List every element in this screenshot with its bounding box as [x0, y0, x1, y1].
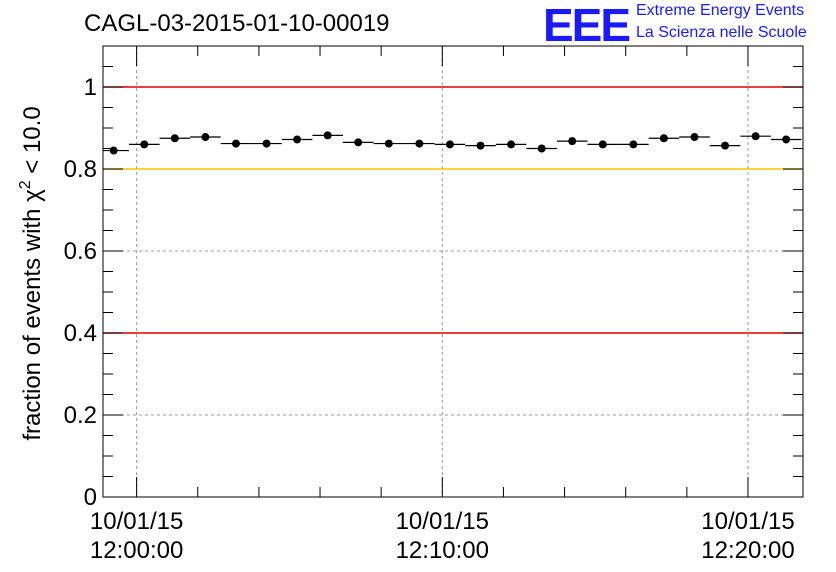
- logo-subtitle-2: La Scienza nelle Scuole: [636, 24, 807, 41]
- y-tick-label: 0.4: [64, 320, 97, 347]
- y-axis-label: fraction of events with χ2 < 10.0: [17, 106, 46, 440]
- y-tick-label: 1: [84, 74, 97, 101]
- x-tick-label-time: 12:10:00: [396, 537, 489, 564]
- data-point: [415, 139, 424, 148]
- axis-ticks: [103, 46, 803, 498]
- x-tick-label-time: 12:00:00: [90, 537, 183, 564]
- y-axis-label-threshold: < 10.0: [19, 106, 46, 180]
- data-point: [140, 140, 149, 149]
- logo-subtitle-1: Extreme Energy Events: [636, 2, 805, 19]
- x-tick-label-date: 10/01/15: [396, 508, 489, 535]
- data-point: [201, 133, 210, 142]
- data-series: [103, 131, 802, 155]
- data-point: [751, 132, 760, 141]
- grid-lines: [103, 46, 803, 497]
- data-point: [721, 141, 730, 150]
- data-point: [690, 133, 699, 142]
- eee-logo: EEE: [543, 0, 631, 51]
- y-axis-label-superscript: 2: [17, 180, 34, 189]
- data-point: [109, 146, 118, 155]
- data-point: [598, 140, 607, 149]
- data-point: [231, 139, 240, 148]
- data-point: [170, 134, 179, 143]
- x-tick-label-time: 12:20:00: [701, 537, 794, 564]
- y-tick-label: 0.2: [64, 402, 97, 429]
- chart-title: CAGL-03-2015-01-10-00019: [84, 10, 390, 37]
- data-point: [445, 140, 454, 149]
- y-tick-label: 0.6: [64, 238, 97, 265]
- plot-frame: [102, 45, 804, 498]
- y-axis-label-main: fraction of events with χ: [19, 189, 46, 441]
- x-tick-label-date: 10/01/15: [701, 508, 794, 535]
- data-point: [537, 144, 546, 153]
- data-point: [293, 135, 302, 144]
- data-point: [782, 135, 791, 144]
- data-point: [476, 141, 485, 150]
- x-tick-label-date: 10/01/15: [90, 508, 183, 535]
- data-point: [507, 140, 516, 149]
- data-point: [568, 137, 577, 146]
- y-tick-label: 0.8: [64, 156, 97, 183]
- y-tick-label: 0: [84, 484, 97, 511]
- data-point: [354, 138, 363, 147]
- data-point: [659, 134, 668, 143]
- data-point: [629, 140, 638, 149]
- data-point: [262, 139, 271, 148]
- tick-labels: 00.20.40.60.8110/01/1512:00:0010/01/1512…: [64, 74, 795, 564]
- data-point: [323, 131, 332, 140]
- reference-lines: [103, 86, 803, 334]
- data-point: [384, 139, 393, 148]
